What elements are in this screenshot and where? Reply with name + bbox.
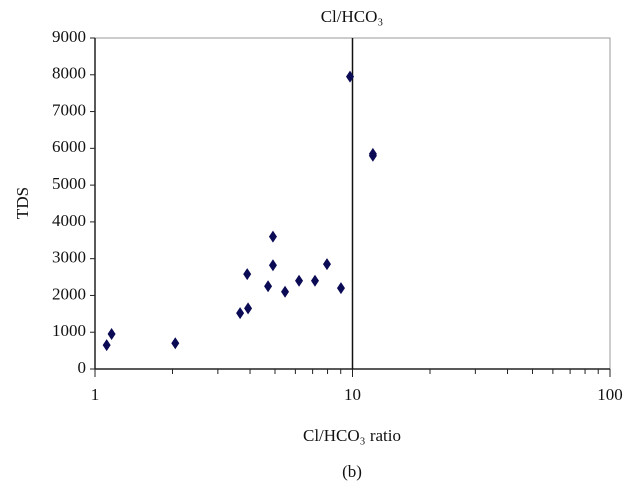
point <box>264 280 273 293</box>
point <box>244 302 253 315</box>
y-tick-label: 0 <box>78 358 87 377</box>
point <box>107 328 116 341</box>
x-tick-label: 1 <box>91 385 100 404</box>
x-axis-label: Cl/HCO₃ ratio <box>303 426 401 445</box>
y-tick-label: 6000 <box>52 137 86 156</box>
point <box>368 149 377 162</box>
y-tick-label: 5000 <box>52 174 86 193</box>
point <box>243 268 252 281</box>
chart-title: Cl/HCO₃ <box>321 7 384 26</box>
y-tick-label: 9000 <box>52 27 86 46</box>
x-tick-label: 10 <box>344 385 361 404</box>
caption: (b) <box>342 462 362 481</box>
point <box>336 282 345 295</box>
y-tick-label: 4000 <box>52 211 86 230</box>
point <box>268 230 277 243</box>
point <box>268 259 277 272</box>
point <box>281 285 290 298</box>
y-tick-label: 7000 <box>52 100 86 119</box>
x-tick-label: 100 <box>597 385 623 404</box>
y-axis-label: TDS <box>13 187 32 219</box>
y-tick-label: 2000 <box>52 284 86 303</box>
point <box>295 274 304 287</box>
point <box>310 274 319 287</box>
point <box>236 307 245 320</box>
y-tick-label: 3000 <box>52 248 86 267</box>
point <box>346 70 355 83</box>
y-tick-label: 8000 <box>52 64 86 83</box>
y-tick-label: 1000 <box>52 321 86 340</box>
point <box>102 339 111 352</box>
point <box>322 258 331 271</box>
point <box>171 337 180 350</box>
